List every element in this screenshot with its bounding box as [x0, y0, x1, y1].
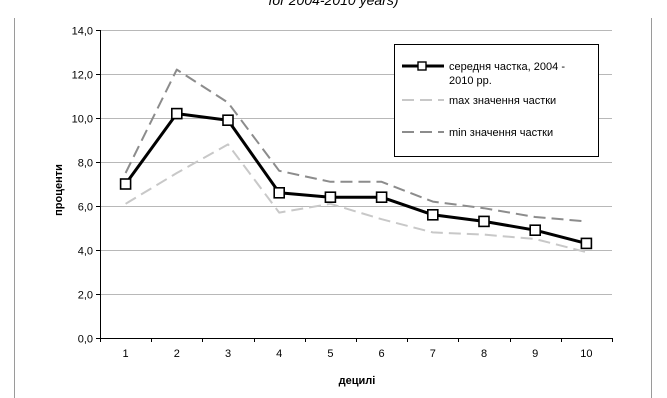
- legend: середня частка, 2004 - 2010 рр. max значен…: [394, 44, 599, 157]
- x-tick-label: 7: [430, 348, 436, 360]
- data-point-marker: [375, 191, 388, 203]
- x-tick-label: 2: [174, 348, 180, 360]
- legend-label: 2010 рр.: [449, 75, 492, 87]
- y-tick-label: 4,0: [78, 246, 93, 258]
- y-tick-label: 8,0: [78, 158, 93, 170]
- x-axis-title: децилі: [339, 375, 376, 387]
- series-lines: [119, 68, 593, 254]
- legend-label: max значення частки: [449, 95, 556, 107]
- legend-marker: [417, 61, 427, 71]
- y-tick-label: 0,0: [78, 334, 93, 346]
- data-point-marker: [529, 224, 542, 236]
- legend-label: min значення частки: [449, 127, 553, 139]
- chart-caption: for 2004-2010 years): [268, 0, 399, 8]
- series-line-1: [125, 143, 587, 254]
- data-point-marker: [273, 187, 286, 199]
- x-tick-label: 3: [225, 348, 231, 360]
- x-tick-label: 5: [327, 348, 333, 360]
- data-point-marker: [222, 114, 234, 126]
- x-tick-label: 1: [123, 348, 129, 360]
- y-axis-title: проценти: [53, 164, 65, 216]
- x-tick-label: 9: [532, 348, 538, 360]
- data-point-marker: [171, 107, 183, 120]
- x-tick-label: 10: [580, 348, 592, 360]
- y-tick-label: 6,0: [78, 202, 93, 214]
- data-point-marker: [324, 191, 337, 203]
- data-point-marker: [426, 209, 439, 221]
- y-tick-label: 14,0: [72, 26, 93, 38]
- axes: 0,0 2,0 4,0 6,0 8,0 10,0 12,0 14,0 1 2 3 4 5 6 7 8 9 10: [72, 26, 613, 360]
- gridlines: [100, 30, 612, 295]
- legend-box: [394, 44, 599, 157]
- data-point-marker: [119, 178, 132, 190]
- y-tick-label: 2,0: [78, 290, 93, 302]
- x-tick-label: 8: [481, 348, 487, 360]
- legend-label: середня частка, 2004 -: [449, 61, 565, 73]
- data-point-marker: [580, 237, 593, 250]
- y-tick-label: 10,0: [72, 114, 93, 126]
- data-point-marker: [478, 215, 490, 228]
- x-tick-label: 4: [276, 348, 282, 360]
- series-line-0: [124, 112, 587, 245]
- series-line-2: [124, 68, 587, 223]
- x-tick-label: 6: [379, 348, 385, 360]
- y-tick-label: 12,0: [72, 70, 93, 82]
